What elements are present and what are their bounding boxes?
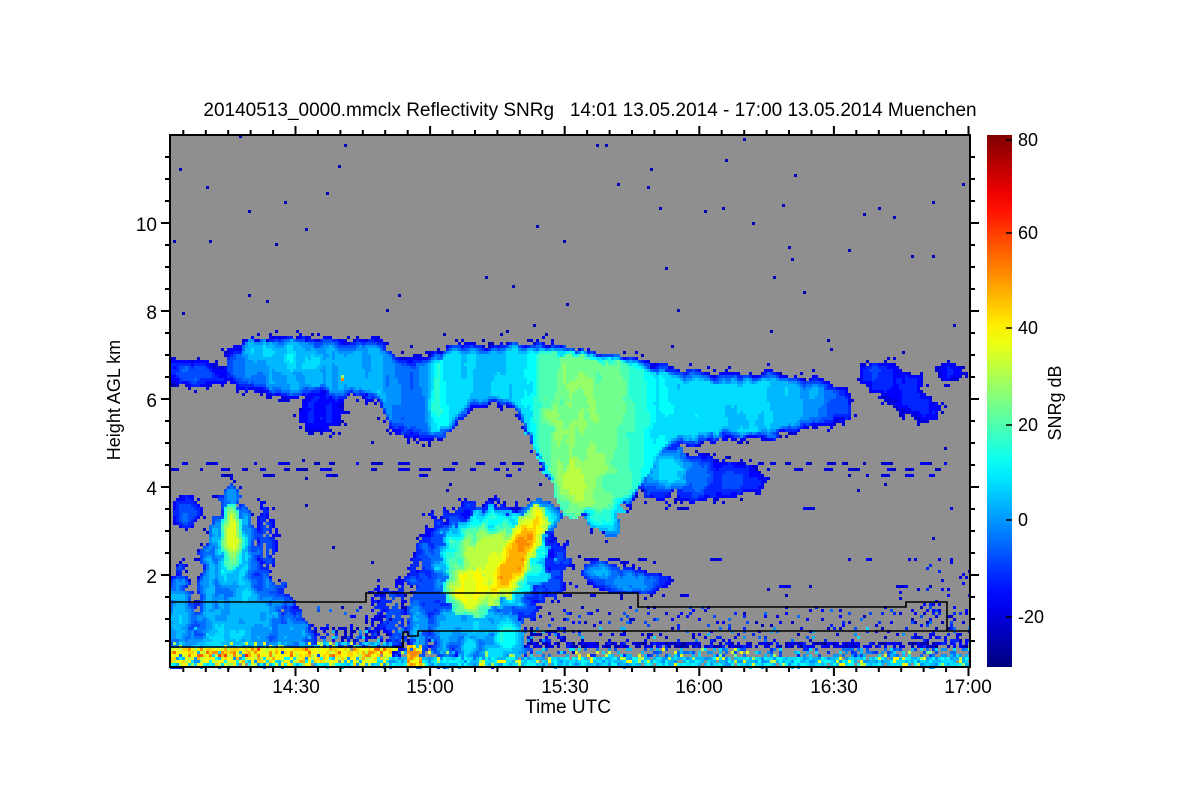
svg-text:0: 0 — [1018, 510, 1028, 530]
svg-text:4: 4 — [146, 479, 157, 500]
svg-text:16:30: 16:30 — [810, 677, 858, 698]
svg-text:8: 8 — [146, 303, 157, 324]
svg-text:Height AGL km: Height AGL km — [104, 340, 124, 460]
svg-text:17:00: 17:00 — [944, 677, 992, 698]
svg-text:-20: -20 — [1018, 607, 1044, 627]
svg-text:Time UTC: Time UTC — [525, 697, 611, 718]
svg-text:15:00: 15:00 — [406, 677, 454, 698]
svg-text:20140513_0000.mmclx Reflectivi: 20140513_0000.mmclx Reflectivity SNRg 14… — [203, 100, 976, 121]
svg-text:14:30: 14:30 — [272, 677, 320, 698]
svg-text:6: 6 — [146, 391, 157, 412]
svg-text:80: 80 — [1018, 130, 1038, 150]
svg-text:2: 2 — [146, 567, 157, 588]
svg-text:SNRg dB: SNRg dB — [1045, 365, 1065, 440]
svg-text:16:00: 16:00 — [675, 677, 723, 698]
svg-text:20: 20 — [1018, 415, 1038, 435]
svg-text:40: 40 — [1018, 318, 1038, 338]
svg-text:10: 10 — [136, 215, 157, 236]
svg-text:15:30: 15:30 — [541, 677, 589, 698]
svg-text:60: 60 — [1018, 223, 1038, 243]
